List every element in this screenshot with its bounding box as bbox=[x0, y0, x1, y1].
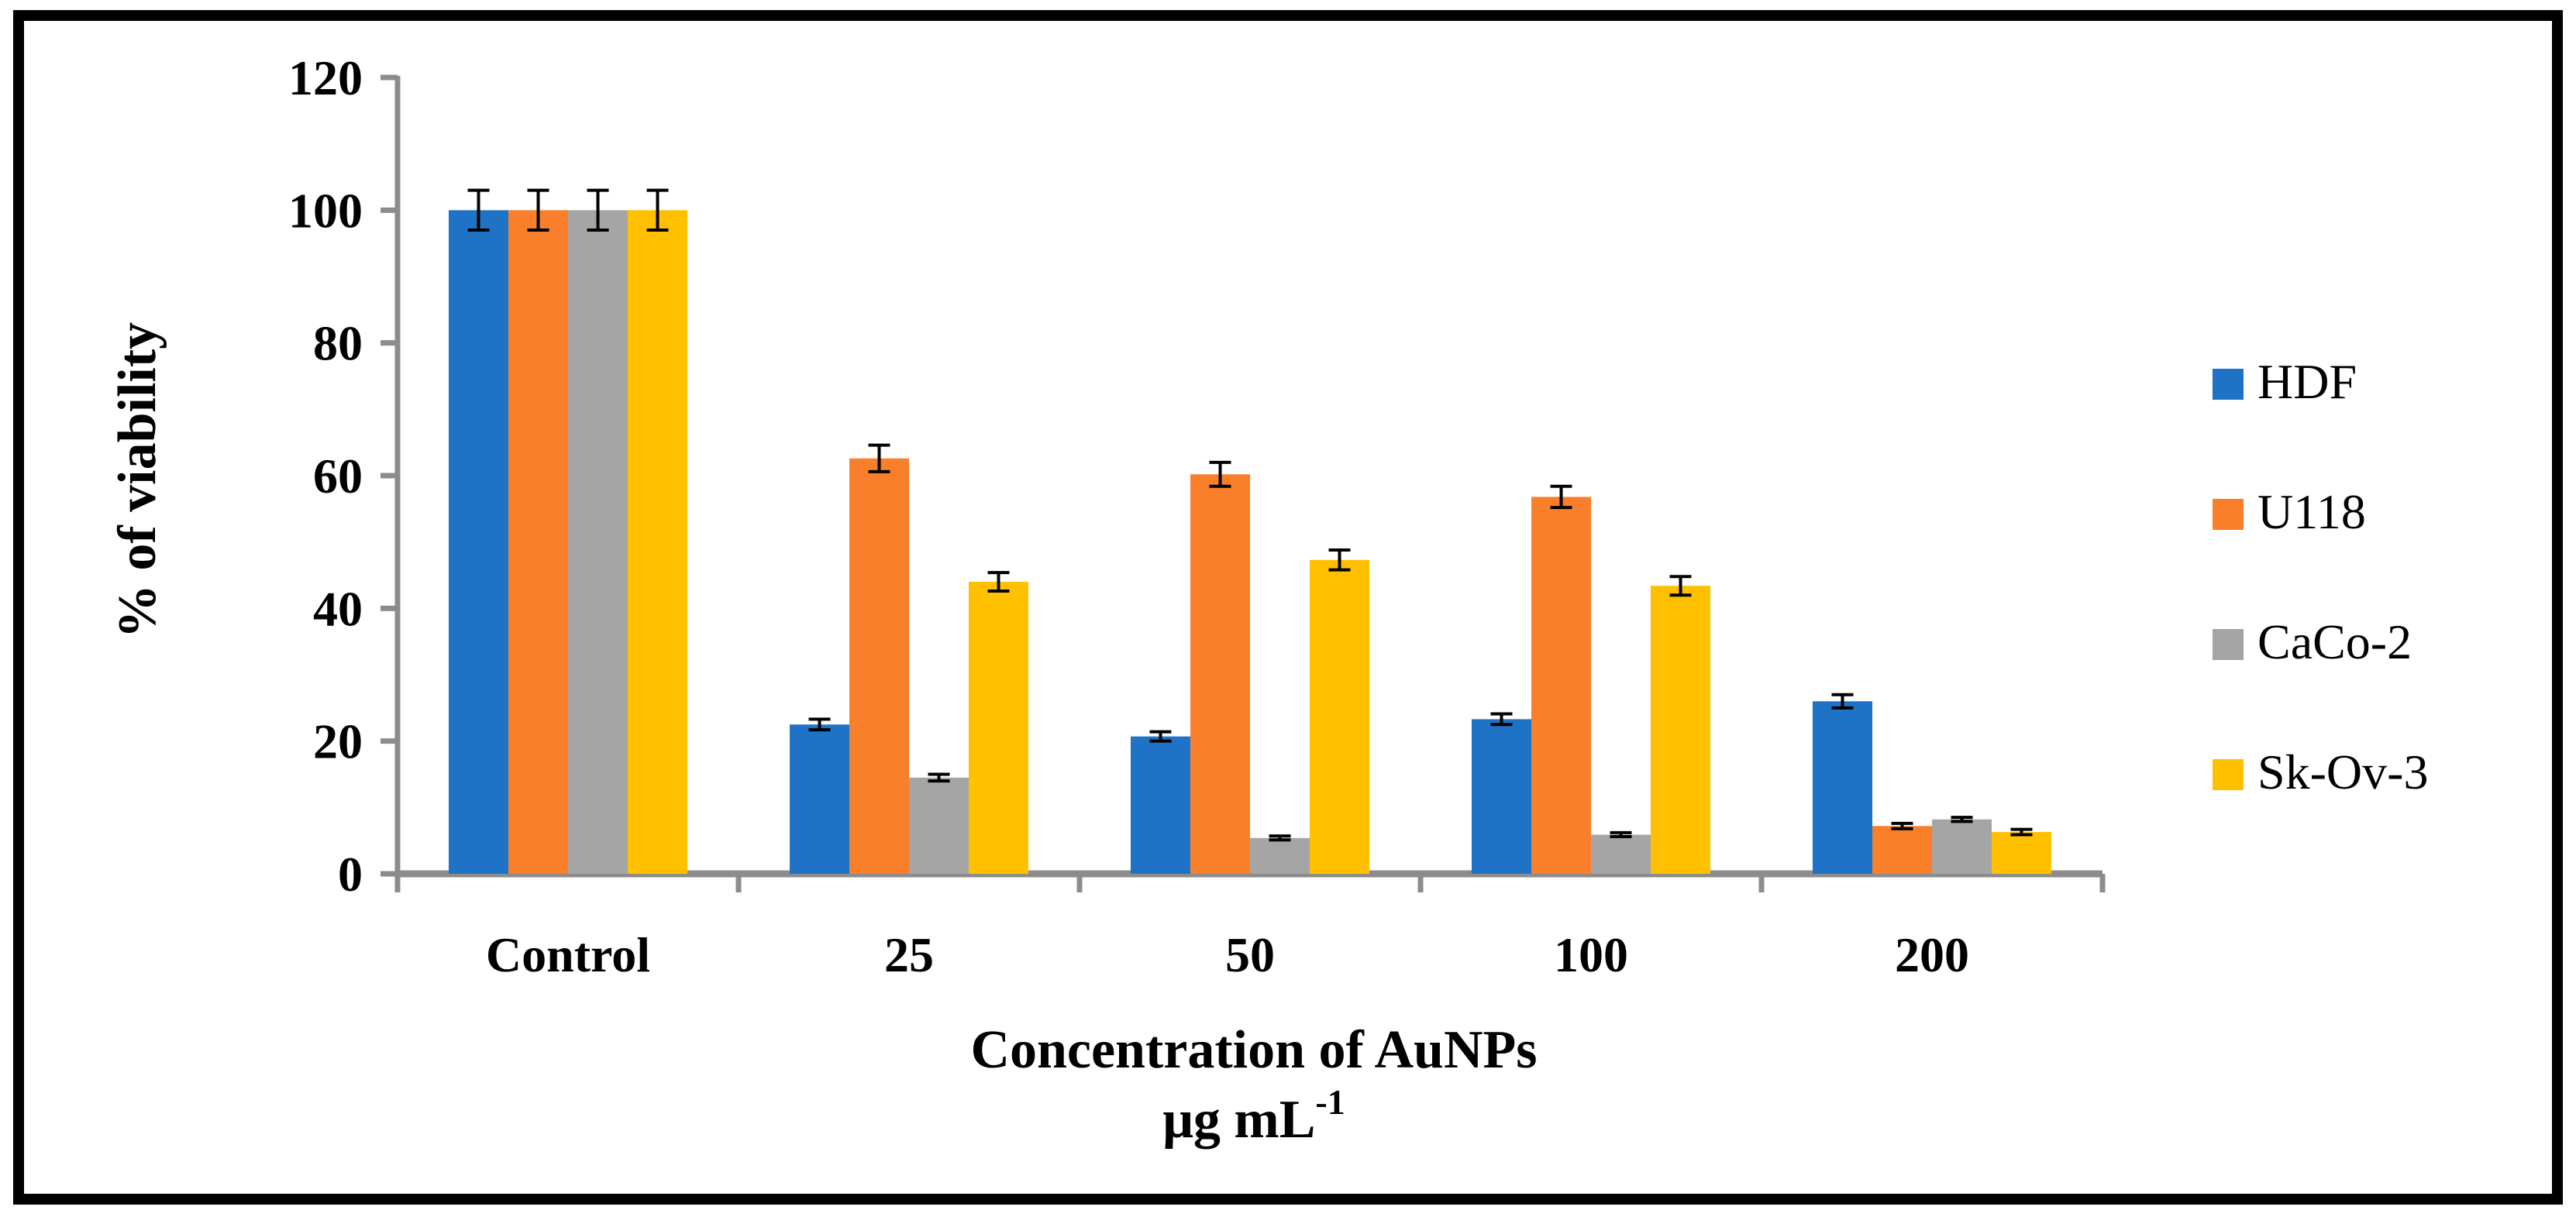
y-tick-label: 80 bbox=[313, 316, 363, 371]
bar-u118 bbox=[1190, 474, 1250, 874]
error-bars bbox=[467, 188, 2033, 842]
bar-u118 bbox=[849, 458, 909, 874]
y-tick-label: 20 bbox=[313, 714, 363, 769]
y-tick-label: 60 bbox=[313, 449, 363, 504]
bar-caco-2 bbox=[1932, 819, 1992, 874]
bar-hdf bbox=[1472, 719, 1531, 874]
category-label: 100 bbox=[1554, 927, 1628, 982]
y-tick-label: 120 bbox=[288, 50, 363, 105]
legend-label: Sk-Ov-3 bbox=[2257, 744, 2428, 799]
bar-hdf bbox=[790, 724, 849, 874]
y-tick-labels: 0 20 40 60 80 100 120 bbox=[288, 50, 363, 902]
y-axis-title: % of viability bbox=[108, 322, 167, 638]
y-axis bbox=[381, 74, 401, 877]
legend-label: U118 bbox=[2257, 484, 2366, 539]
bar-caco-2 bbox=[568, 210, 628, 874]
bars bbox=[449, 210, 2051, 874]
bar-sk-ov-3 bbox=[1992, 832, 2051, 874]
legend-swatch-sk-ov-3 bbox=[2213, 759, 2244, 790]
x-axis-unit-superscript: -1 bbox=[1315, 1082, 1345, 1122]
bar-caco-2 bbox=[1250, 837, 1310, 874]
bar-hdf bbox=[1813, 701, 1872, 874]
bar-sk-ov-3 bbox=[1651, 586, 1710, 874]
bar-caco-2 bbox=[1591, 834, 1651, 874]
bar-u118 bbox=[1531, 497, 1591, 874]
legend-swatch-u118 bbox=[2213, 499, 2244, 530]
bar-u118 bbox=[1872, 826, 1932, 874]
category-label: Control bbox=[486, 927, 650, 982]
category-label: 25 bbox=[884, 927, 934, 982]
figure-frame bbox=[13, 10, 2563, 1205]
y-tick-label: 40 bbox=[313, 581, 363, 636]
legend-label: HDF bbox=[2257, 354, 2357, 409]
bar-sk-ov-3 bbox=[1310, 559, 1369, 874]
x-axis-unit: μg mL bbox=[1162, 1090, 1315, 1150]
x-axis-title-line2: μg mL-1 bbox=[1162, 1082, 1345, 1150]
y-tick-label: 100 bbox=[288, 183, 363, 238]
bar-sk-ov-3 bbox=[628, 210, 687, 874]
bar-hdf bbox=[1131, 736, 1190, 874]
legend-swatch-caco-2 bbox=[2213, 629, 2244, 660]
bar-sk-ov-3 bbox=[969, 582, 1028, 874]
legend-label: CaCo-2 bbox=[2257, 614, 2412, 669]
legend: HDF U118 CaCo-2 Sk-Ov-3 bbox=[2213, 354, 2428, 799]
category-labels: Control 25 50 100 200 bbox=[486, 927, 1969, 982]
category-label: 50 bbox=[1225, 927, 1275, 982]
y-tick-label: 0 bbox=[338, 847, 363, 902]
bar-caco-2 bbox=[909, 777, 969, 874]
bar-u118 bbox=[508, 210, 568, 874]
category-label: 200 bbox=[1895, 927, 1969, 982]
x-axis bbox=[394, 870, 2106, 892]
bar-hdf bbox=[449, 210, 508, 874]
x-axis-title-line1: Concentration of AuNPs bbox=[970, 1020, 1537, 1080]
legend-swatch-hdf bbox=[2213, 369, 2244, 400]
